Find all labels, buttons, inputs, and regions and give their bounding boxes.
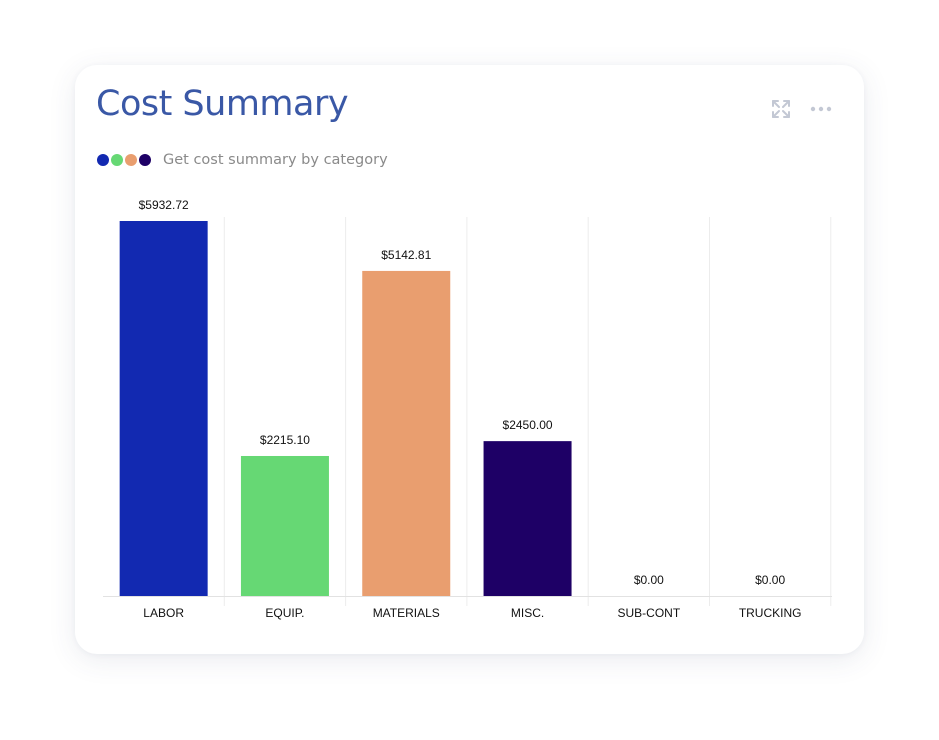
more-horizontal-icon [810,106,832,112]
legend-dot [111,154,123,166]
legend-dot [97,154,109,166]
data-label: $2215.10 [260,433,310,447]
legend-dot [125,154,137,166]
x-tick-label: MISC. [511,606,544,620]
data-label: $2450.00 [503,418,553,432]
data-label: $5142.81 [381,248,431,262]
card-title: Cost Summary [96,84,349,124]
cost-summary-card: Cost Summary Get cost summary b [75,65,864,654]
bar-labor[interactable] [119,221,208,596]
x-tick-label: EQUIP. [265,606,304,620]
legend: Get cost summary by category [97,149,388,171]
more-options-button[interactable] [808,97,834,121]
bar-materials[interactable] [362,270,451,596]
legend-dot [139,154,151,166]
expand-button[interactable] [769,97,793,121]
data-label: $0.00 [755,573,785,587]
x-tick-label: MATERIALS [373,606,440,620]
expand-icon [772,100,790,118]
data-label: $5932.72 [139,198,189,212]
data-label: $0.00 [634,573,664,587]
cost-bar-chart: $5932.72 LABOR $2215.10 EQUIP. $5142.81 MATER… [103,198,832,620]
bar-misc[interactable] [483,441,572,596]
bar-equip[interactable] [240,455,329,596]
x-tick-label: TRUCKING [739,606,802,620]
x-tick-label: LABOR [143,606,184,620]
card-subtitle: Get cost summary by category [163,152,388,168]
x-tick-label: SUB-CONT [618,606,681,620]
